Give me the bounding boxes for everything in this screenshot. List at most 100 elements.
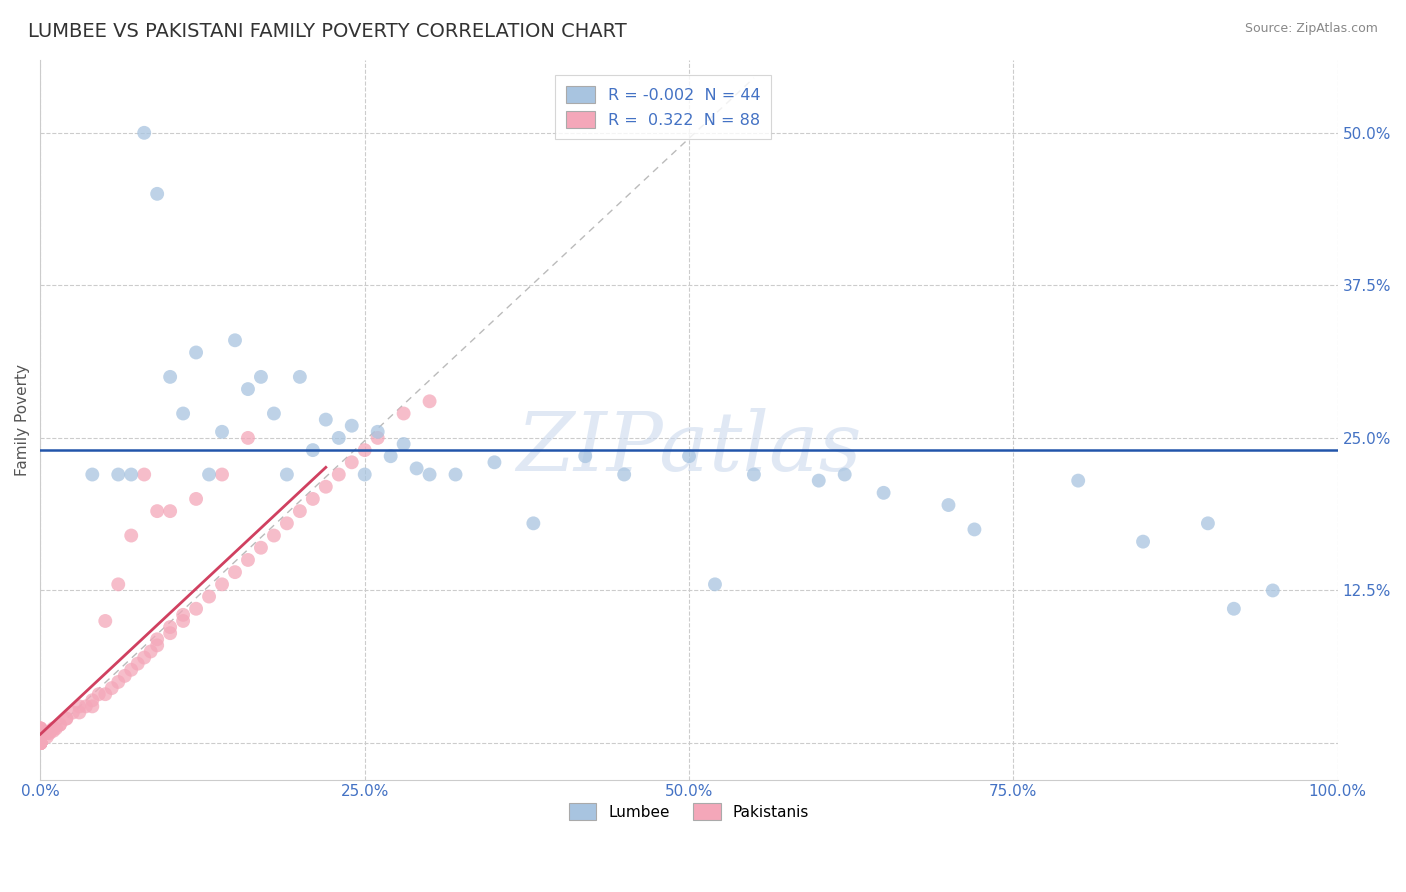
Point [94, 687, 117, 701]
Point [288, 504, 311, 518]
Point [328, 431, 350, 445]
Point [35, 726, 58, 740]
Point [963, 523, 986, 537]
Point [30, 736, 52, 750]
Point [159, 504, 181, 518]
Point [392, 437, 415, 451]
Point [184, 601, 207, 615]
Point [67, 706, 90, 720]
Point [82, 467, 104, 482]
Point [107, 577, 129, 591]
Point [127, 657, 149, 671]
Point [522, 516, 544, 531]
Point [30, 736, 52, 750]
Point [419, 394, 441, 409]
Point [30, 736, 52, 750]
Point [30, 736, 52, 750]
Point [30, 723, 52, 738]
Point [211, 425, 233, 439]
Point [224, 565, 246, 579]
Text: LUMBEE VS PAKISTANI FAMILY POVERTY CORRELATION CHART: LUMBEE VS PAKISTANI FAMILY POVERTY CORRE… [28, 22, 627, 41]
Point [30, 736, 52, 750]
Point [1197, 516, 1219, 531]
Point [30, 722, 52, 736]
Point [120, 528, 142, 542]
Point [236, 382, 259, 396]
Point [82, 693, 104, 707]
Point [146, 639, 169, 653]
Text: Source: ZipAtlas.com: Source: ZipAtlas.com [1244, 22, 1378, 36]
Legend: Lumbee, Pakistanis: Lumbee, Pakistanis [562, 797, 815, 826]
Point [94, 614, 117, 628]
Point [1223, 601, 1246, 615]
Point [159, 620, 181, 634]
Point [807, 474, 830, 488]
Point [30, 723, 52, 738]
Point [353, 467, 375, 482]
Point [134, 650, 156, 665]
Point [315, 412, 337, 426]
Point [340, 418, 363, 433]
Point [87, 687, 110, 701]
Point [30, 736, 52, 750]
Point [120, 663, 142, 677]
Point [55, 712, 77, 726]
Text: ZIPatlas: ZIPatlas [516, 409, 862, 489]
Point [211, 467, 233, 482]
Point [315, 480, 337, 494]
Point [872, 485, 894, 500]
Point [120, 467, 142, 482]
Point [30, 722, 52, 736]
Point [184, 345, 207, 359]
Point [1261, 583, 1284, 598]
Point [211, 577, 233, 591]
Point [30, 736, 52, 750]
Point [704, 577, 727, 591]
Point [250, 370, 273, 384]
Point [30, 736, 52, 750]
Point [30, 736, 52, 750]
Point [613, 467, 636, 482]
Point [38, 726, 60, 740]
Point [30, 730, 52, 744]
Point [288, 370, 311, 384]
Point [30, 730, 52, 744]
Point [263, 528, 285, 542]
Point [30, 726, 52, 740]
Point [42, 722, 65, 736]
Point [276, 467, 298, 482]
Point [30, 736, 52, 750]
Point [353, 443, 375, 458]
Point [198, 590, 221, 604]
Point [172, 614, 194, 628]
Point [367, 431, 389, 445]
Point [107, 467, 129, 482]
Point [30, 730, 52, 744]
Point [35, 730, 58, 744]
Point [42, 723, 65, 738]
Point [30, 730, 52, 744]
Point [224, 333, 246, 347]
Point [380, 449, 402, 463]
Point [100, 681, 122, 695]
Point [328, 467, 350, 482]
Point [834, 467, 856, 482]
Y-axis label: Family Poverty: Family Poverty [15, 364, 30, 475]
Point [30, 723, 52, 738]
Point [67, 699, 90, 714]
Point [392, 407, 415, 421]
Point [159, 370, 181, 384]
Point [134, 126, 156, 140]
Point [159, 626, 181, 640]
Point [146, 186, 169, 201]
Point [30, 736, 52, 750]
Point [574, 449, 596, 463]
Point [938, 498, 960, 512]
Point [62, 706, 84, 720]
Point [30, 726, 52, 740]
Point [30, 726, 52, 740]
Point [236, 431, 259, 445]
Point [45, 722, 67, 736]
Point [484, 455, 506, 469]
Point [172, 607, 194, 622]
